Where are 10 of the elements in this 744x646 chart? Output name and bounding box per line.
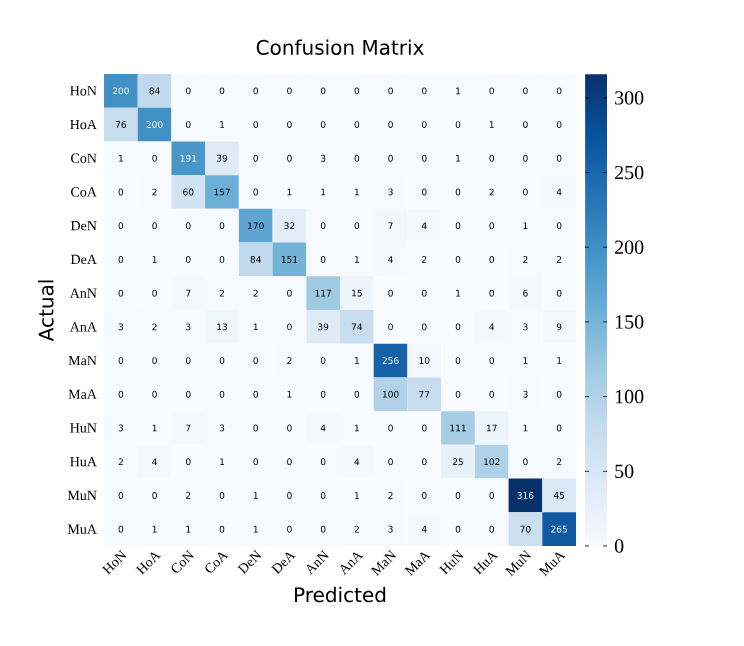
y-axis-title: Actual bbox=[38, 280, 54, 342]
color-bar-label: 150 bbox=[615, 315, 644, 329]
color-bar-label: 50 bbox=[615, 464, 634, 479]
color-bar-label: 300 bbox=[615, 91, 644, 105]
x-axis-title: Predicted bbox=[295, 586, 386, 603]
chart-title: Confusion Matrix bbox=[256, 39, 424, 55]
color-bar-label: 200 bbox=[615, 240, 644, 254]
color-bar-label: 0 bbox=[614, 539, 624, 553]
color-bar-label: 100 bbox=[615, 389, 644, 404]
color-bar-label: 250 bbox=[615, 165, 644, 180]
